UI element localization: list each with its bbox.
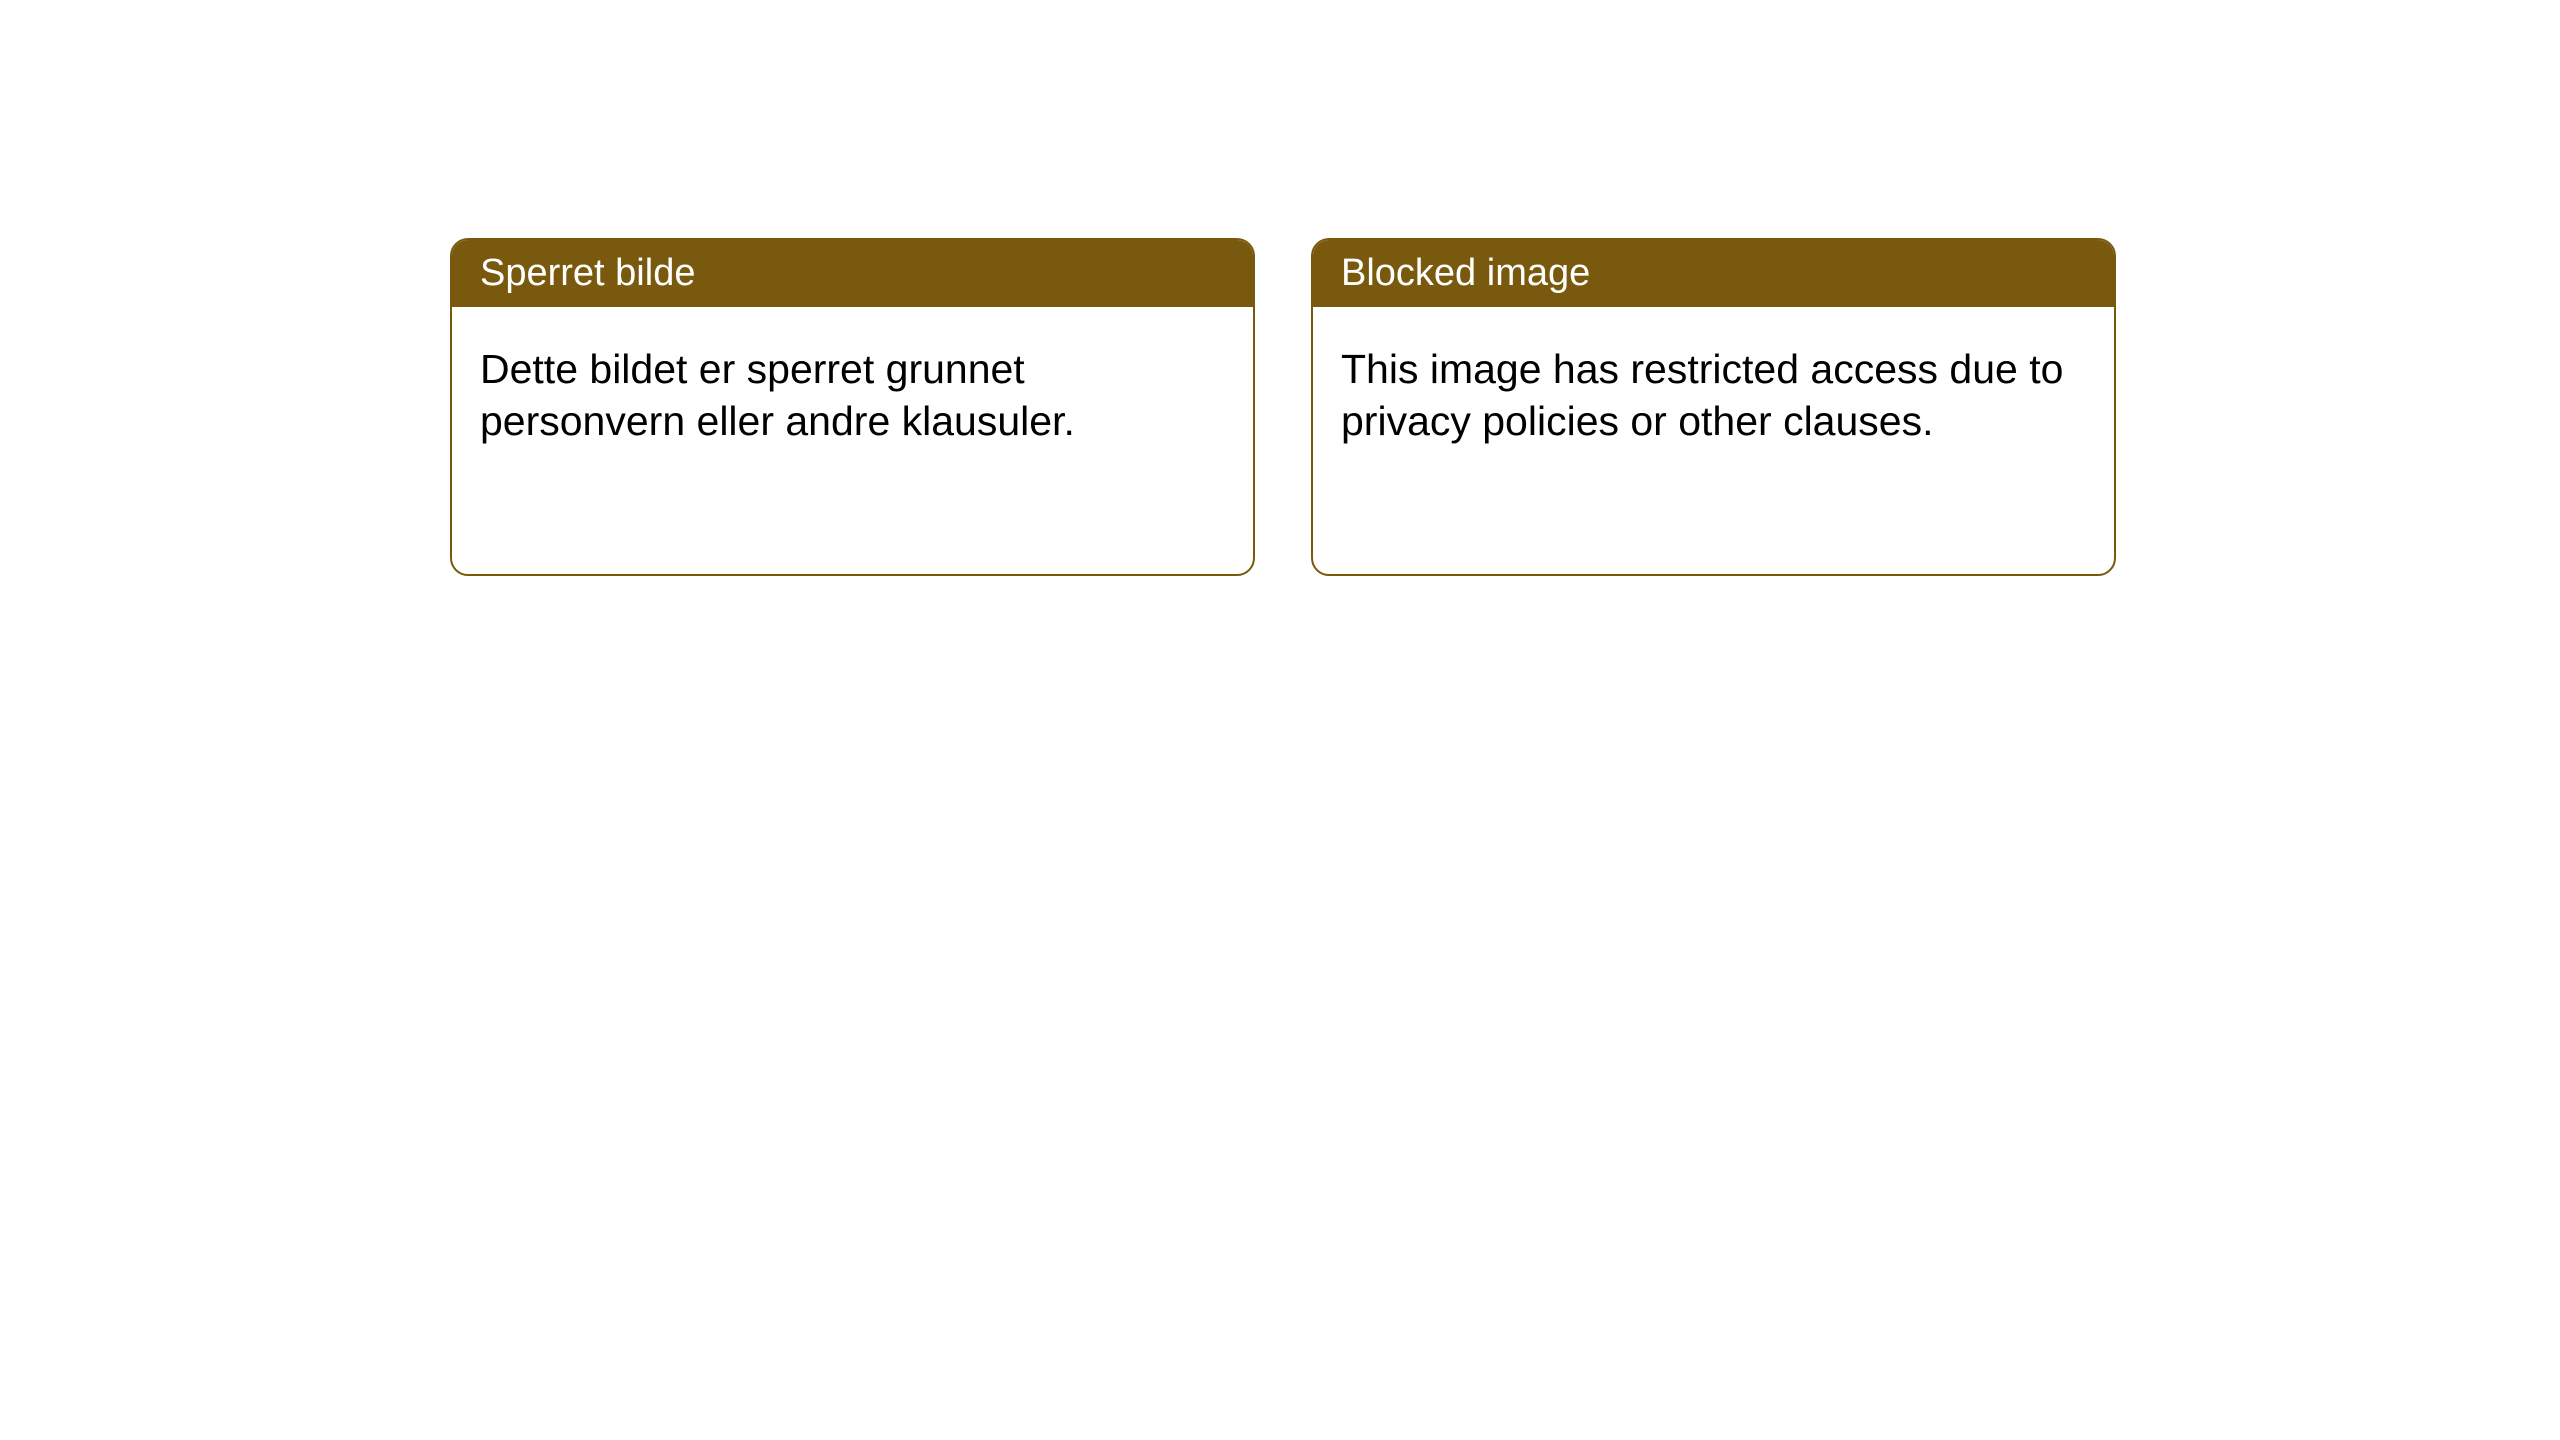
card-header: Blocked image (1313, 240, 2114, 307)
card-title: Sperret bilde (480, 252, 695, 294)
cards-container: Sperret bilde Dette bildet er sperret gr… (0, 0, 2560, 576)
card-body: This image has restricted access due to … (1313, 307, 2114, 484)
blocked-image-card-norwegian: Sperret bilde Dette bildet er sperret gr… (450, 238, 1255, 576)
card-title: Blocked image (1341, 252, 1590, 294)
blocked-image-card-english: Blocked image This image has restricted … (1311, 238, 2116, 576)
card-body: Dette bildet er sperret grunnet personve… (452, 307, 1253, 484)
card-body-text: This image has restricted access due to … (1341, 346, 2063, 444)
card-header: Sperret bilde (452, 240, 1253, 307)
card-body-text: Dette bildet er sperret grunnet personve… (480, 346, 1075, 444)
